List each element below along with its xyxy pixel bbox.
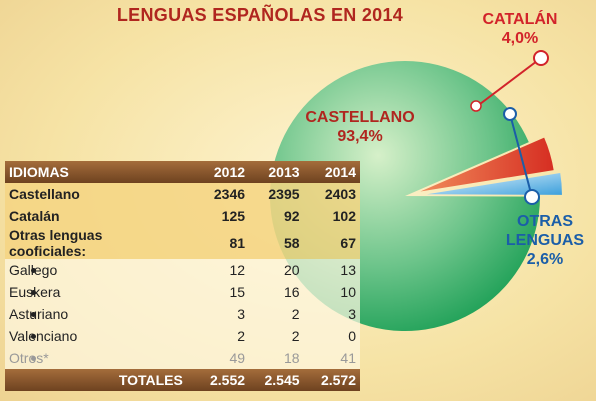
row-label: Gallego — [5, 259, 187, 281]
table-row: Euskera 15 16 10 — [5, 281, 360, 303]
cell-2013: 20 — [249, 259, 304, 281]
row-label: Otras lenguas cooficiales: — [5, 227, 187, 259]
cell-2012: 15 — [186, 281, 250, 303]
cell-2014: 10 — [303, 281, 360, 303]
cell-2014: 41 — [303, 347, 360, 369]
table-row: Castellano 2346 2395 2403 — [5, 183, 360, 205]
header-cell: IDIOMAS — [9, 164, 69, 180]
catalan-leader-dot — [533, 50, 549, 66]
row-label: Otros* — [5, 347, 187, 369]
table-row: Gallego 12 20 13 — [5, 259, 360, 281]
pie-slice-otras — [426, 172, 562, 195]
otras-anchor-dot — [503, 107, 517, 121]
table-row: Asturiano 3 2 3 — [5, 303, 360, 325]
header-cell: 2012 — [213, 164, 246, 180]
otras-pct: 2,6% — [526, 251, 564, 268]
totals-label: TOTALES — [5, 369, 187, 391]
cell-2013: 16 — [249, 281, 304, 303]
data-table: IDIOMAS 2012 2013 2014 Castellano 2346 2… — [5, 161, 360, 391]
cell-2013: 58 — [249, 227, 304, 259]
table-header: IDIOMAS 2012 2013 2014 — [5, 161, 360, 183]
cell-2013: 2 — [249, 303, 304, 325]
otras-name-1: OTRAS — [517, 213, 573, 230]
total-2014: 2.572 — [303, 369, 360, 391]
cell-2014: 0 — [303, 325, 360, 347]
table-row: Valenciano 2 2 0 — [5, 325, 360, 347]
otras-leader-line — [509, 113, 533, 198]
cell-2013: 2 — [249, 325, 304, 347]
cell-2013: 92 — [249, 205, 304, 227]
table-row: Otros* 49 18 41 — [5, 347, 360, 369]
chart-title: LENGUAS ESPAÑOLAS EN 2014 — [116, 5, 404, 25]
catalan-anchor-dot — [470, 100, 482, 112]
cell-2012: 2346 — [186, 183, 250, 205]
cell-2013: 18 — [249, 347, 304, 369]
catalan-name: CATALÁN — [482, 11, 558, 28]
cell-2014: 3 — [303, 303, 360, 325]
cell-2013: 2395 — [249, 183, 304, 205]
catalan-leader-line — [479, 57, 542, 105]
cell-2014: 2403 — [303, 183, 360, 205]
totals-row: TOTALES 2.552 2.545 2.572 — [5, 369, 360, 391]
otras-name-2: LENGUAS — [505, 232, 585, 249]
castellano-label: CASTELLANO 93,4% — [290, 108, 430, 146]
castellano-name: CASTELLANO — [305, 109, 415, 126]
row-label: Catalán — [5, 205, 187, 227]
cell-2012: 125 — [186, 205, 250, 227]
cell-2012: 12 — [186, 259, 250, 281]
cell-2014: 67 — [303, 227, 360, 259]
cell-2012: 3 — [186, 303, 250, 325]
row-label: Valenciano — [5, 325, 187, 347]
total-2013: 2.545 — [249, 369, 304, 391]
row-label: Castellano — [5, 183, 187, 205]
cell-2014: 13 — [303, 259, 360, 281]
total-2012: 2.552 — [186, 369, 250, 391]
table-row: Otras lenguas cooficiales: 81 58 67 — [5, 227, 360, 259]
catalan-pct: 4,0% — [501, 30, 539, 47]
row-label: Asturiano — [5, 303, 187, 325]
castellano-pct: 93,4% — [337, 128, 383, 145]
otras-label: OTRAS LENGUAS 2,6% — [495, 212, 595, 269]
catalan-label: CATALÁN 4,0% — [470, 10, 570, 48]
cell-2014: 102 — [303, 205, 360, 227]
table-row: Catalán 125 92 102 — [5, 205, 360, 227]
row-label: Euskera — [5, 281, 187, 303]
cell-2012: 2 — [186, 325, 250, 347]
otras-leader-dot — [524, 189, 540, 205]
cell-2012: 49 — [186, 347, 250, 369]
header-cell: 2013 — [268, 164, 300, 180]
cell-2012: 81 — [186, 227, 250, 259]
header-cell: 2014 — [324, 164, 356, 180]
